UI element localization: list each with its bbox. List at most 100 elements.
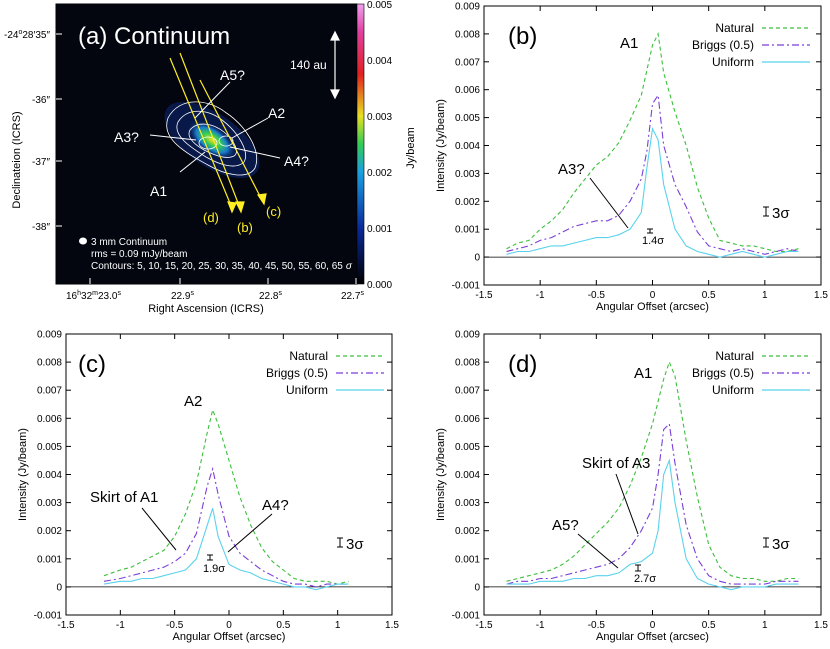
scale-label: 140 au [290, 58, 327, 72]
label-a5: A5? [220, 67, 245, 83]
xtick-label: -1.5 [57, 620, 75, 631]
xtick-label: -0.5 [166, 620, 184, 631]
colorbar-label: Jy/beam [405, 127, 417, 169]
series-line-natural [506, 32, 799, 253]
ra-t4-s: s [360, 290, 364, 297]
scale-arrow-top [330, 30, 340, 41]
x-axis-label: Angular Offset (arcsec) [596, 631, 709, 643]
panel-b-sigma-bar [763, 206, 769, 217]
scale-arrow-bottom [330, 89, 340, 100]
ra-t3: 22.8 [259, 291, 279, 302]
ra-m: m [92, 290, 98, 297]
cut-lines [169, 52, 267, 214]
contours-sigma: σ [346, 261, 353, 272]
panel-c-right-pointer [227, 513, 273, 553]
beam-ellipse [79, 237, 87, 245]
panel-c-axes: -1.5 -1 -0.5 0 0.5 1 1.5 -0.001 0 0.001 0.002 0.003… [17, 330, 399, 644]
colorbar-tick-label: 0.004 [367, 56, 392, 67]
map-ticks [56, 33, 357, 284]
cut-arrow-c [256, 193, 267, 206]
ytick-label: 0.009 [455, 2, 480, 13]
legend-label: Natural [715, 349, 754, 363]
y-axis-label: Intensity (Jy/beam) [435, 99, 447, 192]
panel-c-profile: -1.5 -1 -0.5 0 0.5 1 1.5 -0.001 0 0.001 0.002 0.003… [17, 330, 399, 644]
ytick-label: 0.006 [455, 85, 480, 96]
ytick-label: 0.003 [455, 498, 480, 509]
ytick-label: 0.001 [37, 554, 62, 565]
legend-label: Uniform [712, 55, 754, 69]
ytick-label: 0.004 [455, 470, 480, 481]
map-xtick-label-0: 16h32m23.0s [66, 290, 121, 302]
map-xtick-label-1: 22.9s [171, 290, 194, 302]
panel-c-sigma-label: 3σ [346, 536, 364, 553]
xtick-label: 0.5 [702, 290, 716, 301]
colorbar-tick-label: 0.000 [367, 280, 392, 291]
panel-c-sigma-bar [337, 537, 343, 548]
panel-c-feature-right-label: A4? [262, 497, 289, 514]
panel-d-sigma-label: 3σ [772, 536, 790, 553]
beam-label: 3 mm Continuum [91, 237, 167, 248]
contour-a2 [218, 135, 234, 147]
cut-line-c [199, 79, 263, 201]
ra-hour: 16 [66, 291, 78, 302]
x-axis-label: Angular Offset (arcsec) [173, 631, 286, 643]
series-line-natural [103, 408, 349, 585]
panel-d-feature-lower-label: A5? [552, 517, 579, 534]
ra-t4: 22.7 [341, 291, 361, 302]
label-a1: A1 [150, 183, 167, 199]
ytick-label: -0.001 [452, 611, 481, 622]
panel-c-series [103, 408, 349, 591]
xtick-label: 1.5 [385, 620, 399, 631]
series-line-natural [506, 360, 799, 582]
rms-label: rms = 0.09 mJy/beam [91, 249, 187, 260]
contour-mid [176, 110, 246, 167]
ytick-label: 0 [474, 253, 480, 264]
ytick-label: 0.001 [455, 225, 480, 236]
xtick-label: 0 [226, 620, 232, 631]
ytick-label: 0.008 [37, 358, 62, 369]
map-ytick-label-0: -24o28′35″ [4, 29, 50, 41]
series-line-briggs-0-5 [506, 422, 799, 585]
map-xtick-label-3: 22.7s [341, 290, 364, 302]
panel-d-profile: -1.5 -1 -0.5 0 0.5 1 1.5 -0.001 0 0.001 0.002 0.003… [435, 330, 828, 644]
dec-sec: 35 [35, 30, 47, 41]
colorbar-tick-label: 0.001 [367, 224, 392, 235]
ytick-label: 0.001 [455, 554, 480, 565]
ytick-label: 0.003 [37, 498, 62, 509]
ra-minute: 32 [81, 291, 93, 302]
ra-sec: 23.0 [98, 291, 118, 302]
ytick-label: 0.002 [455, 526, 480, 537]
xtick-label: 0.5 [702, 620, 716, 631]
series-line-uniform [506, 458, 799, 591]
xtick-label: 1 [762, 290, 768, 301]
cut-line-d [169, 57, 233, 209]
ra-s: s [117, 290, 121, 297]
xtick-label: -1.5 [475, 620, 493, 631]
xtick-label: -1 [116, 620, 125, 631]
panel-d-axes: -1.5 -1 -0.5 0 0.5 1 1.5 -0.001 0 0.001 0.002 0.003… [435, 330, 828, 644]
xtick-label: -1.5 [475, 290, 493, 301]
ytick-label: 0.009 [37, 330, 62, 341]
pointer-a2 [231, 117, 269, 139]
legend-label: Natural [289, 349, 328, 363]
panel-d-series [506, 360, 799, 591]
x-axis-label: Angular Offset (arcsec) [596, 301, 709, 313]
dec-mm: ′ [33, 30, 35, 41]
ytick-label: 0.006 [455, 414, 480, 425]
pointer-a4 [229, 146, 281, 159]
contour-outer [166, 101, 257, 176]
panel-c-label: (c) [78, 351, 106, 378]
series-line-briggs-0-5 [103, 466, 349, 588]
ytick-label: 0.005 [455, 113, 480, 124]
pointer-a5 [194, 81, 231, 119]
legend-label: Briggs (0.5) [692, 366, 754, 380]
ra-t3-s: s [278, 290, 282, 297]
xtick-label: -1 [536, 620, 545, 631]
ytick-label: 0.007 [37, 386, 62, 397]
map-ytick-label-3: -38″ [32, 222, 50, 233]
legend-label: Natural [715, 21, 754, 35]
source-labels: A5? A2 A3? A4? A1 [114, 67, 309, 199]
series-line-uniform [506, 126, 799, 258]
panel-a-continuum-map: (d) (b) (c) A5? A2 A3? A4? A1 (a) Contin… [4, 0, 417, 315]
